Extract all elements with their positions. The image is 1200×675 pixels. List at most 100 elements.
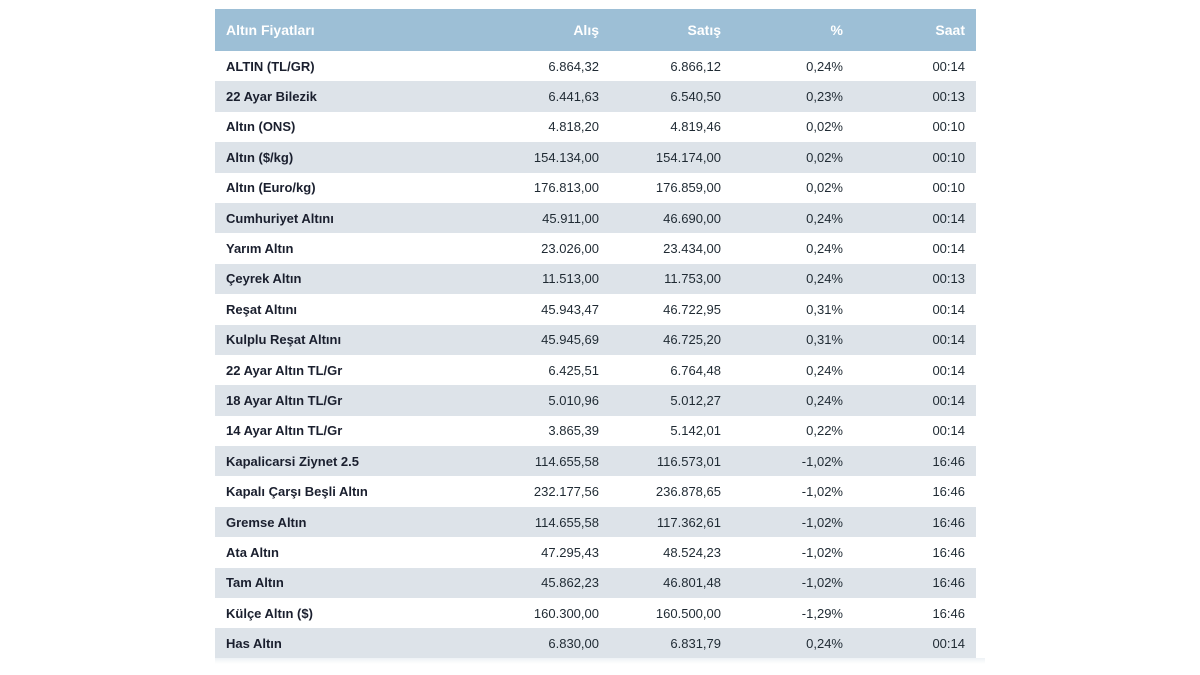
cell-sell: 5.012,27 (670, 392, 721, 408)
table-row[interactable]: Kulplu Reşat Altını 45.945,69 46.725,20 0,3… (215, 324, 976, 355)
gold-prices-table-container: Altın Fiyatları Alış Satış % Saat ALTIN … (215, 9, 976, 659)
cell-time: 16:46 (932, 453, 965, 469)
cell-name[interactable]: 22 Ayar Altın TL/Gr (226, 362, 343, 378)
table-row[interactable]: Yarım Altın 23.026,00 23.434,00 0,24% 00:14 (215, 233, 976, 264)
cell-buy: 6.441,63 (548, 89, 599, 105)
table-row[interactable]: Külçe Altın ($) 160.300,00 160.500,00 -1,29… (215, 598, 976, 629)
table-row[interactable]: Reşat Altını 45.943,47 46.722,95 0,31% 00:14 (215, 294, 976, 325)
cell-buy: 5.010,96 (548, 392, 599, 408)
table-row[interactable]: Ata Altın 47.295,43 48.524,23 -1,02% 16:46 (215, 537, 976, 568)
cell-name[interactable]: Külçe Altın ($) (226, 605, 313, 621)
table-row[interactable]: Altın (Euro/kg) 176.813,00 176.859,00 0,02%… (215, 172, 976, 203)
header-time[interactable]: Saat (935, 22, 965, 38)
cell-name[interactable]: Altın ($/kg) (226, 149, 294, 165)
cell-name[interactable]: Yarım Altın (226, 241, 294, 257)
cell-sell: 6.540,50 (670, 89, 721, 105)
table-row[interactable]: Has Altın 6.830,00 6.831,79 0,24% 00:14 (215, 628, 976, 659)
table-row[interactable]: Kapalicarsi Ziynet 2.5 114.655,58 116.573,… (215, 446, 976, 477)
cell-percent: 0,23% (806, 89, 843, 105)
cell-sell: 46.690,00 (663, 210, 721, 226)
cell-name[interactable]: Cumhuriyet Altını (226, 210, 334, 226)
header-buy[interactable]: Alış (573, 22, 599, 38)
cell-sell: 11.753,00 (664, 271, 721, 287)
cell-name[interactable]: 18 Ayar Altın TL/Gr (226, 392, 343, 408)
cell-buy: 47.295,43 (541, 544, 599, 560)
cell-time: 00:10 (932, 119, 965, 135)
cell-buy: 45.911,00 (542, 210, 599, 226)
cell-name[interactable]: Kapalicarsi Ziynet 2.5 (226, 453, 359, 469)
cell-percent: 0,02% (806, 149, 843, 165)
cell-buy: 6.864,32 (548, 58, 599, 74)
cell-sell: 46.801,48 (663, 575, 721, 591)
cell-buy: 45.943,47 (541, 301, 599, 317)
cell-name[interactable]: 22 Ayar Bilezik (226, 89, 317, 105)
cell-buy: 23.026,00 (541, 241, 599, 257)
table-row[interactable]: 18 Ayar Altın TL/Gr 5.010,96 5.012,27 0,24%… (215, 385, 976, 416)
table-row[interactable]: ALTIN (TL/GR) 6.864,32 6.866,12 0,24% 00:14 (215, 51, 976, 82)
cell-time: 00:14 (932, 210, 965, 226)
cell-name[interactable]: Kulplu Reşat Altını (226, 332, 342, 348)
cell-name[interactable]: Çeyrek Altın (226, 271, 302, 287)
cell-buy: 11.513,00 (542, 271, 599, 287)
table-row[interactable]: Gremse Altın 114.655,58 117.362,61 -1,02% 16… (215, 506, 976, 538)
table-bottom-divider (215, 658, 985, 664)
cell-name[interactable]: Reşat Altını (226, 301, 298, 317)
cell-name[interactable]: Gremse Altın (226, 514, 307, 530)
cell-percent: 0,24% (806, 636, 843, 652)
header-percent[interactable]: % (830, 22, 843, 38)
cell-name[interactable]: Altın (ONS) (226, 119, 296, 135)
cell-sell: 116.573,01 (656, 453, 721, 469)
cell-sell: 4.819,46 (670, 119, 721, 135)
cell-buy: 6.425,51 (548, 362, 599, 378)
cell-time: 00:14 (932, 392, 965, 408)
cell-name[interactable]: ALTIN (TL/GR) (226, 58, 315, 74)
cell-name[interactable]: 14 Ayar Altın TL/Gr (226, 423, 343, 439)
cell-time: 16:46 (932, 575, 965, 591)
cell-percent: 0,24% (806, 362, 843, 378)
cell-percent: 0,31% (806, 332, 843, 348)
cell-percent: -1,02% (801, 484, 843, 500)
cell-name[interactable]: Ata Altın (226, 544, 279, 560)
table-row[interactable]: Tam Altın 45.862,23 46.801,48 -1,02% 16:46 (215, 567, 976, 599)
cell-time: 00:13 (932, 271, 965, 287)
cell-time: 16:46 (932, 544, 965, 560)
header-name[interactable]: Altın Fiyatları (226, 22, 315, 38)
cell-buy: 45.945,69 (541, 332, 599, 348)
cell-name[interactable]: Has Altın (226, 636, 282, 652)
header-row: Altın Fiyatları Alış Satış % Saat (215, 9, 976, 51)
cell-sell: 6.764,48 (670, 362, 721, 378)
header-sell[interactable]: Satış (687, 22, 721, 38)
cell-percent: 0,24% (806, 241, 843, 257)
cell-name[interactable]: Kapalı Çarşı Beşli Altın (226, 484, 368, 500)
table-row[interactable]: Cumhuriyet Altını 45.911,00 46.690,00 0,24%… (215, 202, 976, 234)
table-row[interactable]: 14 Ayar Altın TL/Gr 3.865,39 5.142,01 0,22%… (215, 415, 976, 447)
cell-name[interactable]: Tam Altın (226, 575, 284, 591)
cell-percent: -1,02% (801, 453, 843, 469)
cell-buy: 114.655,58 (534, 514, 599, 530)
cell-percent: 0,24% (806, 210, 843, 226)
cell-name[interactable]: Altın (Euro/kg) (226, 180, 316, 196)
cell-buy: 6.830,00 (548, 636, 599, 652)
cell-percent: -1,29% (801, 605, 843, 621)
cell-time: 00:14 (932, 301, 965, 317)
table-row[interactable]: Altın ($/kg) 154.134,00 154.174,00 0,02% 00:… (215, 142, 976, 173)
table-row[interactable]: 22 Ayar Altın TL/Gr 6.425,51 6.764,48 0,24%… (215, 354, 976, 386)
table-row[interactable]: Altın (ONS) 4.818,20 4.819,46 0,02% 00:10 (215, 111, 976, 143)
cell-time: 00:14 (932, 58, 965, 74)
cell-buy: 4.818,20 (548, 119, 599, 135)
cell-time: 00:13 (932, 89, 965, 105)
gold-prices-table: Altın Fiyatları Alış Satış % Saat ALTIN … (215, 9, 976, 659)
cell-sell: 154.174,00 (655, 149, 721, 165)
cell-time: 00:14 (932, 636, 965, 652)
cell-sell: 48.524,23 (663, 544, 721, 560)
cell-time: 00:14 (932, 362, 965, 378)
table-row[interactable]: Kapalı Çarşı Beşli Altın 232.177,56 236.87… (215, 476, 976, 507)
cell-percent: 0,24% (806, 392, 843, 408)
table-row[interactable]: 22 Ayar Bilezik 6.441,63 6.540,50 0,23% 00:1… (215, 81, 976, 112)
cell-percent: 0,24% (806, 271, 843, 287)
table-row[interactable]: Çeyrek Altın 11.513,00 11.753,00 0,24% 00:13 (215, 263, 976, 295)
cell-percent: 0,02% (806, 180, 843, 196)
cell-time: 00:10 (932, 149, 965, 165)
cell-time: 00:10 (932, 180, 965, 196)
cell-sell: 46.725,20 (663, 332, 721, 348)
